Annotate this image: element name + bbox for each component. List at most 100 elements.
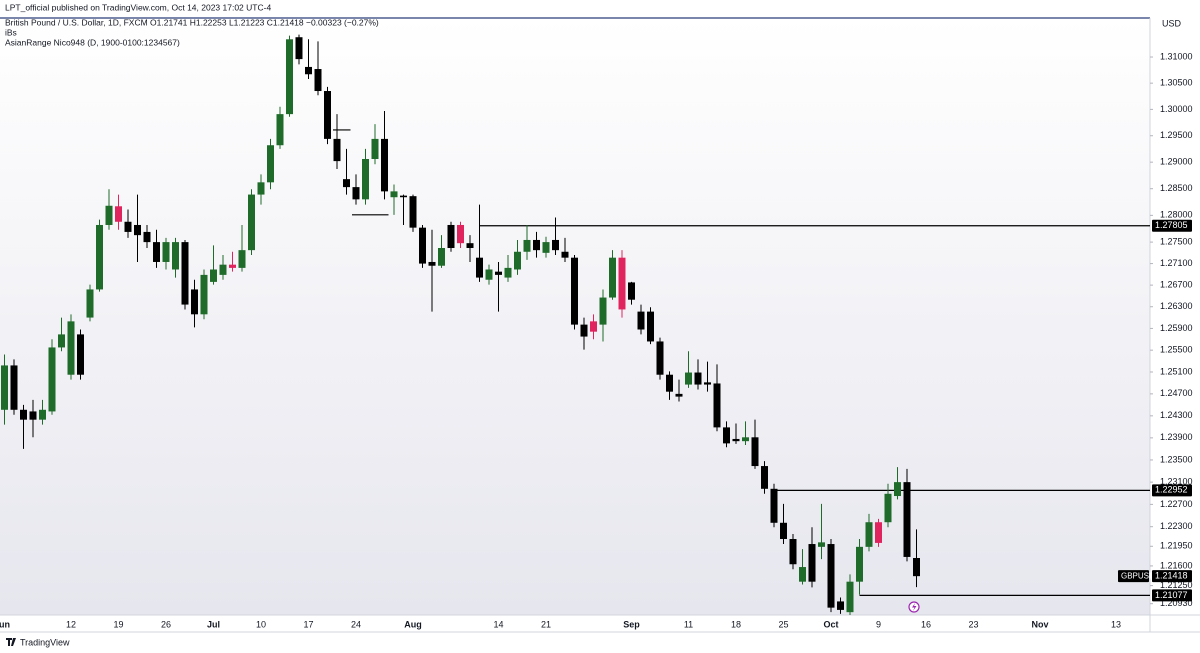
- level-tag-label: 1.22952: [1155, 485, 1188, 495]
- candle-body: [248, 194, 255, 251]
- candle-body: [523, 239, 531, 252]
- level-tag-label: 1.21077: [1155, 590, 1188, 600]
- candle-body: [400, 195, 407, 198]
- x-tick-label: 23: [968, 619, 978, 629]
- candle-body: [808, 544, 816, 582]
- candle-body: [618, 257, 626, 310]
- candle-body: [780, 522, 787, 539]
- candle-body: [447, 224, 455, 249]
- candle-body: [77, 334, 84, 375]
- candle-body: [324, 91, 331, 139]
- candle-body: [846, 581, 854, 613]
- candle-body: [419, 227, 426, 264]
- y-tick-label: 1.21250: [1160, 580, 1193, 590]
- event-icon[interactable]: [908, 601, 920, 613]
- candle-body: [86, 289, 94, 318]
- y-tick-label: 1.21600: [1160, 560, 1193, 570]
- candle-body: [438, 248, 445, 266]
- candle-body: [153, 242, 160, 262]
- x-tick-label: Sep: [623, 619, 640, 629]
- symbol-tag: [1118, 570, 1149, 583]
- x-tick-label: 11: [684, 619, 693, 629]
- candle-body: [333, 138, 341, 162]
- candle-body: [571, 257, 578, 325]
- candle-body: [476, 257, 483, 278]
- plot: [1, 34, 1150, 615]
- candle-body: [656, 341, 664, 375]
- candle-body: [238, 250, 246, 268]
- level-tag: [1152, 219, 1192, 232]
- candle-body: [761, 466, 768, 489]
- y-tick-label: 1.23900: [1160, 432, 1193, 442]
- candle-body: [295, 37, 303, 60]
- candle-body: [561, 251, 569, 258]
- candle-body: [210, 269, 217, 282]
- level-tag: [1152, 484, 1192, 497]
- x-tick-label: 25: [778, 619, 788, 629]
- candle-body: [229, 264, 236, 268]
- candle-body: [115, 206, 122, 222]
- candle-body: [29, 411, 37, 420]
- y-tick-label: 1.22700: [1160, 499, 1193, 509]
- y-tick-label: 1.20930: [1160, 598, 1193, 608]
- y-tick-label: 1.26700: [1160, 279, 1193, 289]
- indicator-label: iBs: [5, 27, 17, 37]
- candle-body: [314, 69, 322, 92]
- candle-body: [533, 239, 540, 251]
- brand-name: TradingView: [20, 637, 70, 647]
- candle-body: [894, 482, 901, 497]
- x-tick-label: 17: [303, 619, 313, 629]
- symbol-tag-label: GBPUSD: [1121, 571, 1155, 580]
- candle-body: [267, 145, 274, 183]
- candle-body: [675, 393, 683, 397]
- candle-body: [172, 242, 179, 270]
- y-tick-label: 1.23100: [1160, 477, 1193, 487]
- x-tick-label: 18: [731, 619, 741, 629]
- candle-body: [875, 522, 882, 543]
- candle-body: [390, 191, 398, 198]
- candle-body: [352, 187, 360, 200]
- candle-body: [789, 538, 797, 565]
- candle-body: [799, 567, 806, 582]
- candle-body: [751, 437, 759, 467]
- candle-body: [837, 601, 844, 610]
- candle-body: [542, 242, 550, 253]
- candle-body: [713, 383, 721, 428]
- published-note: LPT_official published on TradingView.co…: [5, 2, 271, 12]
- candle-body: [685, 372, 692, 385]
- x-tick-label: Aug: [404, 619, 422, 629]
- y-tick-label: 1.24300: [1160, 410, 1193, 420]
- candle-body: [48, 347, 56, 412]
- candle-body: [143, 231, 151, 243]
- y-tick-label: 1.29500: [1160, 130, 1193, 140]
- y-tick-label: 1.25500: [1160, 345, 1193, 355]
- candle-body: [770, 488, 778, 523]
- candle-body: [580, 324, 588, 337]
- y-tick-label: 1.24700: [1160, 388, 1193, 398]
- brand-logo: [6, 638, 16, 646]
- candle-body: [200, 274, 208, 315]
- x-tick-label: 13: [1111, 619, 1121, 629]
- candle-body: [257, 182, 265, 195]
- candle-body: [58, 334, 65, 348]
- candle-body: [343, 179, 350, 188]
- candle-body: [495, 271, 502, 275]
- y-tick-label: 1.26300: [1160, 301, 1193, 311]
- candle-body: [20, 409, 27, 420]
- candle-body: [371, 138, 379, 159]
- candle-body: [504, 267, 512, 278]
- last-price-tag: [1152, 570, 1192, 583]
- candle-body: [181, 242, 189, 305]
- candle-body: [162, 242, 170, 262]
- y-tick-label: 1.21950: [1160, 541, 1193, 551]
- candle-body: [856, 546, 863, 582]
- candle-body: [428, 261, 436, 266]
- candle-body: [305, 66, 312, 75]
- y-tick-label: 1.22300: [1160, 521, 1193, 531]
- y-tick-label: 1.30000: [1160, 104, 1193, 114]
- y-tick-label: 1.30500: [1160, 78, 1193, 88]
- candle-body: [96, 224, 103, 290]
- x-tick-label: Nov: [1031, 619, 1048, 629]
- candle-body: [134, 224, 141, 236]
